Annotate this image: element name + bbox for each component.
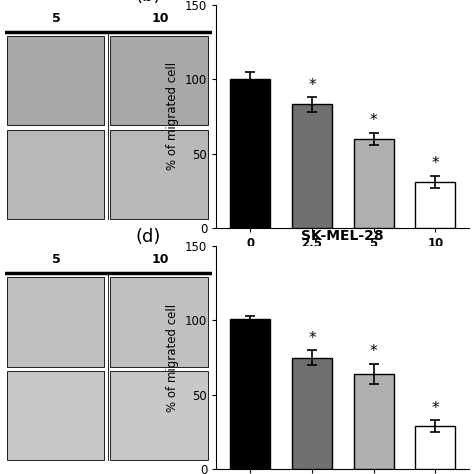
Bar (110, 277, 208, 366)
Text: 10: 10 (151, 253, 169, 266)
Bar (230, 319, 270, 469)
Bar (7, 371, 104, 460)
Bar (110, 36, 208, 125)
Bar (7, 36, 104, 125)
Bar (415, 182, 456, 228)
Title: SK-MEL-28: SK-MEL-28 (301, 229, 384, 243)
Text: *: * (431, 156, 439, 172)
Text: (b): (b) (136, 0, 161, 5)
Text: 5: 5 (52, 253, 61, 266)
Bar (230, 79, 270, 228)
Text: 5: 5 (52, 12, 61, 25)
Y-axis label: % of migrated cell: % of migrated cell (166, 63, 180, 171)
Bar (110, 130, 208, 219)
Text: *: * (370, 113, 377, 128)
Text: (d): (d) (136, 228, 161, 246)
Title: A375: A375 (323, 0, 363, 2)
Y-axis label: % of migrated cell: % of migrated cell (166, 303, 180, 411)
Text: *: * (431, 401, 439, 416)
Bar (292, 357, 332, 469)
Bar (415, 426, 456, 469)
Bar (110, 371, 208, 460)
Text: *: * (308, 78, 316, 92)
Text: 10: 10 (151, 12, 169, 25)
Bar (7, 277, 104, 366)
Bar (7, 130, 104, 219)
Bar (354, 374, 394, 469)
Bar (354, 139, 394, 228)
X-axis label: TX (µg/mL): TX (µg/mL) (306, 255, 379, 269)
Text: *: * (308, 331, 316, 346)
Bar (292, 104, 332, 228)
Text: *: * (370, 344, 377, 359)
